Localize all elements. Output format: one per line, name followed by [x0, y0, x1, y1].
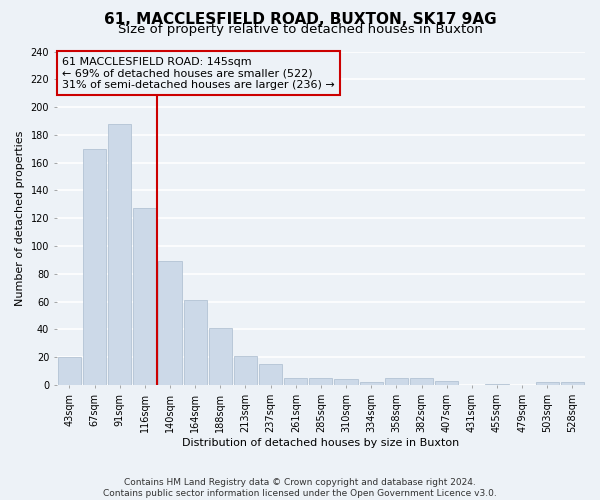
X-axis label: Distribution of detached houses by size in Buxton: Distribution of detached houses by size …: [182, 438, 460, 448]
Bar: [184, 300, 207, 385]
Text: Contains HM Land Registry data © Crown copyright and database right 2024.
Contai: Contains HM Land Registry data © Crown c…: [103, 478, 497, 498]
Bar: [83, 149, 106, 385]
Text: 61, MACCLESFIELD ROAD, BUXTON, SK17 9AG: 61, MACCLESFIELD ROAD, BUXTON, SK17 9AG: [104, 12, 496, 28]
Bar: [536, 382, 559, 385]
Bar: [435, 381, 458, 385]
Bar: [58, 357, 81, 385]
Bar: [334, 380, 358, 385]
Bar: [209, 328, 232, 385]
Bar: [410, 378, 433, 385]
Bar: [284, 378, 307, 385]
Bar: [133, 208, 157, 385]
Text: Size of property relative to detached houses in Buxton: Size of property relative to detached ho…: [118, 22, 482, 36]
Bar: [561, 382, 584, 385]
Text: 61 MACCLESFIELD ROAD: 145sqm
← 69% of detached houses are smaller (522)
31% of s: 61 MACCLESFIELD ROAD: 145sqm ← 69% of de…: [62, 56, 335, 90]
Bar: [385, 378, 408, 385]
Y-axis label: Number of detached properties: Number of detached properties: [15, 130, 25, 306]
Bar: [310, 378, 332, 385]
Bar: [259, 364, 282, 385]
Bar: [359, 382, 383, 385]
Bar: [158, 262, 182, 385]
Bar: [485, 384, 509, 385]
Bar: [234, 356, 257, 385]
Bar: [108, 124, 131, 385]
